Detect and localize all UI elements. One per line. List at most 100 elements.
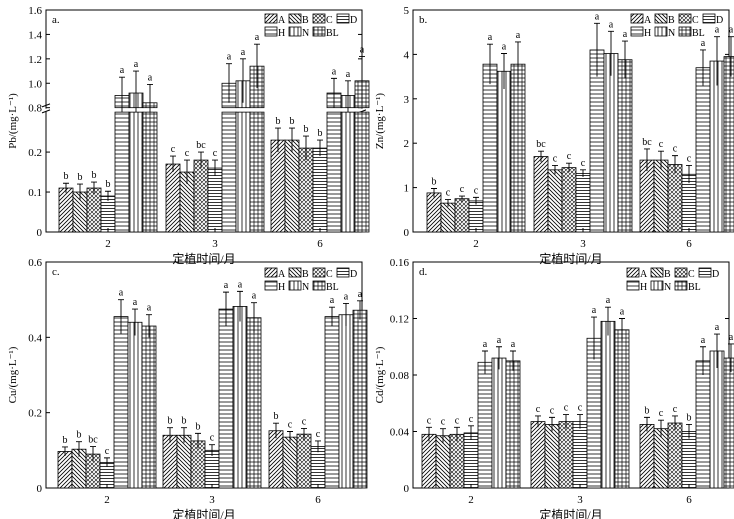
bar-D-3 — [575, 172, 591, 233]
legend-label-C: C — [688, 269, 695, 280]
significance-label: b — [196, 421, 201, 432]
legend-label-A: A — [644, 15, 652, 26]
bar-B-2 — [435, 435, 451, 489]
bar-A-3 — [165, 163, 181, 233]
bar-D-3 — [572, 421, 588, 489]
legend-label-D: D — [350, 15, 357, 26]
x-tick-label: 6 — [686, 494, 692, 506]
significance-label: c — [659, 408, 664, 419]
error-bar — [608, 30, 614, 76]
significance-label: c — [469, 414, 474, 425]
significance-label: b — [276, 116, 281, 127]
bar-N-3-lower — [235, 111, 251, 233]
significance-label: a — [238, 279, 243, 290]
chart-panel-1: 00.10.20.81.01.21.41.6bcbbcbbbcbbcbaaaaa… — [7, 5, 370, 266]
error-bar — [658, 419, 664, 438]
bar-C-3 — [558, 421, 574, 489]
x-axis-title: 定植时间/月 — [172, 507, 235, 519]
error-bar — [118, 299, 124, 334]
error-bar — [77, 183, 83, 201]
legend-swatch-N — [654, 26, 668, 37]
error-bar — [594, 22, 600, 77]
legend-label-BL: BL — [326, 28, 339, 39]
bar-C-2 — [86, 187, 102, 233]
legend-swatch-D — [336, 267, 350, 278]
bar-BL-6 — [723, 56, 734, 233]
error-bar — [644, 148, 650, 172]
legend-label-H: H — [278, 282, 285, 293]
significance-label: a — [360, 44, 365, 55]
error-bar — [622, 40, 628, 79]
y-tick-label: 0.8 — [28, 103, 42, 115]
error-bar — [301, 428, 307, 440]
bar-H-2 — [482, 63, 498, 233]
bar-A-2 — [421, 433, 437, 489]
significance-label: a — [592, 305, 597, 316]
legend-swatch-B — [288, 13, 302, 24]
bar-N-3 — [600, 320, 616, 489]
legend-label-H: H — [640, 282, 647, 293]
significance-label: c — [288, 420, 293, 431]
bar-C-6 — [667, 422, 683, 489]
bar-N-6 — [709, 60, 725, 233]
legend-swatch-N — [288, 280, 302, 291]
significance-label: a — [358, 289, 363, 300]
error-bar — [167, 427, 173, 443]
significance-label: a — [595, 11, 600, 22]
significance-label: c — [673, 404, 678, 415]
bar-A-3 — [162, 434, 178, 489]
axis-break-gap — [43, 108, 365, 112]
error-bar — [728, 343, 734, 373]
y-tick-label: 0.08 — [390, 370, 410, 382]
significance-label: a — [715, 25, 720, 36]
legend-label-D: D — [350, 269, 357, 280]
error-bar — [331, 77, 337, 108]
significance-label: bc — [88, 435, 98, 446]
significance-label: bc — [536, 139, 546, 150]
bar-H-6-lower — [326, 111, 342, 233]
error-bar — [226, 63, 232, 103]
bar-H-2 — [477, 361, 493, 489]
significance-label: b — [64, 171, 69, 182]
x-tick-label: 2 — [105, 238, 111, 250]
significance-label: bc — [196, 140, 206, 151]
legend: A B C D H N BL — [630, 13, 723, 39]
y-tick-label: 0.04 — [390, 427, 410, 439]
significance-label: bc — [642, 137, 652, 148]
y-tick-label: 0.2 — [28, 408, 42, 420]
axis-break-mark — [41, 109, 51, 114]
bar-H-3-lower — [221, 111, 237, 233]
y-axis-title: Cd/(mg·L⁻¹) — [374, 346, 386, 403]
legend-label-A: A — [278, 269, 286, 280]
legend-label-C: C — [692, 15, 699, 26]
error-bar — [549, 416, 555, 432]
significance-label: b — [63, 435, 68, 446]
bar-H-3 — [586, 337, 602, 489]
significance-label: c — [673, 144, 678, 155]
error-bar — [487, 43, 493, 85]
bar-C-6 — [667, 164, 683, 233]
bar-D-6 — [310, 446, 326, 489]
error-bar — [119, 76, 125, 113]
legend-label-A: A — [278, 15, 286, 26]
bar-B-3 — [176, 434, 192, 489]
legend-label-B: B — [302, 269, 309, 280]
bar-B-6 — [653, 159, 669, 233]
error-bar — [104, 457, 110, 467]
legend-swatch-D — [702, 13, 716, 24]
error-bar — [329, 306, 335, 327]
significance-label: b — [304, 124, 309, 135]
significance-label: a — [606, 295, 611, 306]
bar-C-2 — [449, 433, 465, 489]
x-tick-label: 3 — [209, 494, 215, 506]
bar-BL-6-lower — [354, 111, 370, 233]
significance-label: a — [133, 297, 138, 308]
legend-swatch-A — [630, 13, 644, 24]
error-bar — [714, 333, 720, 368]
x-tick-label: 3 — [212, 238, 218, 250]
error-bar — [431, 188, 437, 198]
error-bar — [501, 53, 507, 90]
error-bar — [728, 36, 734, 77]
